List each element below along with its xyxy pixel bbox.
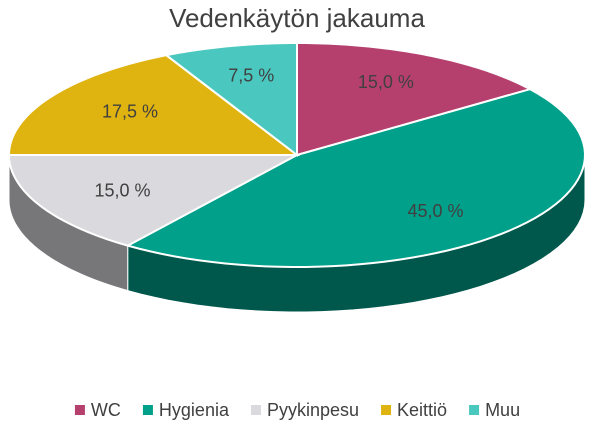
data-label: 7,5 %: [228, 65, 274, 85]
slice: [296, 41, 533, 157]
data-label: 15,0 %: [94, 180, 150, 200]
data-label: 15,0 %: [358, 72, 414, 92]
legend-label: Muu: [485, 400, 520, 420]
legend-swatch: [381, 405, 392, 415]
chart-title: Vedenkäytön jakauma: [169, 3, 425, 33]
legend-label: WC: [91, 400, 121, 420]
slice: [163, 41, 298, 158]
legend-swatch: [250, 405, 261, 415]
legend: WC Hygienia Pyykinpesu Keittiö Muu: [74, 400, 520, 420]
slice: [125, 88, 586, 268]
slice: [7, 54, 300, 156]
legend-swatch: [469, 405, 480, 415]
legend-swatch: [142, 405, 153, 415]
legend-swatch: [74, 405, 85, 415]
legend-label: Pyykinpesu: [267, 400, 359, 420]
data-label: 45,0 %: [407, 201, 463, 221]
data-label: 17,5 %: [102, 102, 158, 122]
legend-label: Keittiö: [397, 400, 447, 420]
slice: [7, 154, 298, 247]
legend-label: Hygienia: [159, 400, 230, 420]
